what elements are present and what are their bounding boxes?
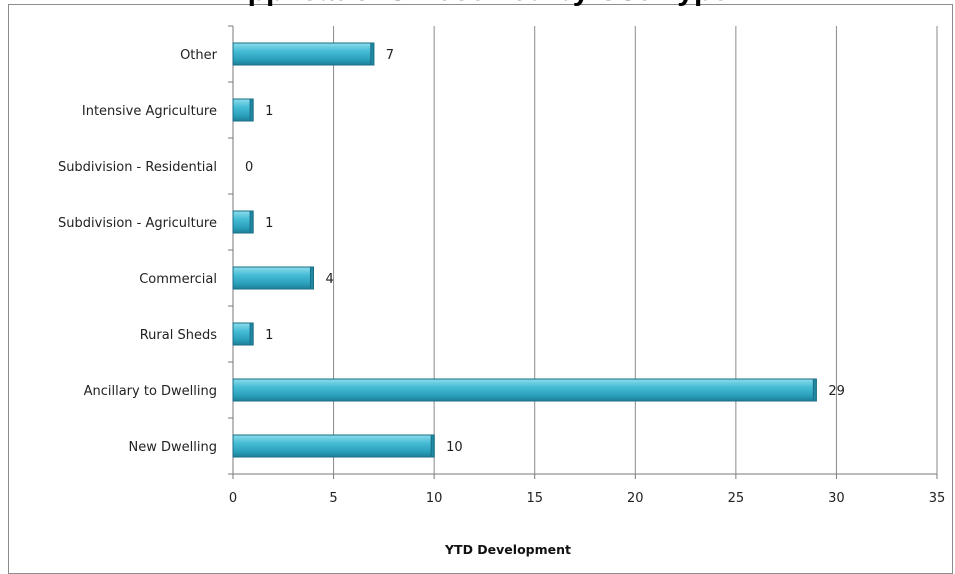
- bar: [232, 42, 375, 66]
- category-label: Subdivision - Residential: [58, 160, 217, 175]
- value-label: 7: [386, 48, 394, 63]
- x-axis-title: YTD Development: [444, 542, 571, 557]
- x-tick-label: 25: [728, 491, 745, 506]
- category-label: Intensive Agriculture: [82, 104, 217, 119]
- x-tick-label: 35: [929, 491, 946, 506]
- bar-end-cap: [812, 378, 817, 402]
- category-label: Rural Sheds: [140, 328, 217, 343]
- bar: [232, 378, 817, 402]
- bar-end-cap: [249, 322, 254, 346]
- value-label: 29: [828, 384, 845, 399]
- chart-frame: [8, 4, 953, 574]
- category-label: New Dwelling: [129, 440, 217, 455]
- value-label: 1: [265, 104, 273, 119]
- category-label: Other: [180, 48, 218, 63]
- bar-end-cap: [249, 98, 254, 122]
- bar-end-cap: [430, 434, 435, 458]
- bar-end-cap: [249, 210, 254, 234]
- value-label: 0: [245, 160, 253, 175]
- category-label: Ancillary to Dwelling: [84, 384, 217, 399]
- chart-title: Applications Received by Use Type: [0, 0, 955, 8]
- x-tick-label: 10: [426, 491, 443, 506]
- bar: [232, 434, 435, 458]
- value-label: 1: [265, 216, 273, 231]
- category-label: Commercial: [139, 272, 217, 287]
- value-label: 1: [265, 328, 273, 343]
- x-tick-label: 20: [627, 491, 644, 506]
- x-tick-label: 5: [329, 491, 337, 506]
- grid-lines: [228, 25, 938, 479]
- category-label: Subdivision - Agriculture: [58, 216, 217, 231]
- bar-end-cap: [309, 266, 314, 290]
- value-label: 4: [325, 272, 333, 287]
- x-tick-label: 30: [828, 491, 845, 506]
- bar: [232, 266, 314, 290]
- x-tick-label: 0: [229, 491, 237, 506]
- bars: [232, 42, 817, 458]
- value-label: 10: [446, 440, 463, 455]
- x-tick-label: 15: [526, 491, 543, 506]
- bar-end-cap: [370, 42, 375, 66]
